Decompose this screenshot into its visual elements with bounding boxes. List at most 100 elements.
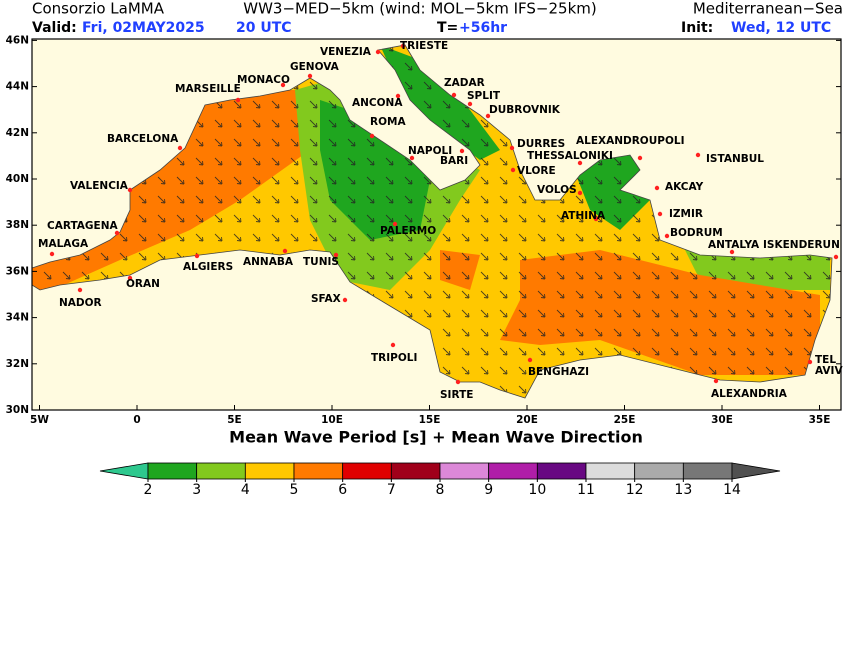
lon-tick-label: 0	[133, 414, 140, 426]
colorbar-label: 9	[484, 482, 493, 498]
city-dot	[577, 190, 583, 196]
city-dot	[390, 342, 396, 348]
valid-label: Valid:	[32, 20, 77, 36]
colorbar-box	[682, 462, 733, 480]
city-label: ALGIERS	[183, 261, 233, 273]
city-dot	[729, 249, 735, 255]
lon-tick-label: 20E	[516, 414, 538, 426]
city-label: ROMA	[370, 116, 406, 128]
city-dot	[664, 233, 670, 239]
colorbar-box	[147, 462, 198, 480]
city-dot	[637, 155, 643, 161]
city-dot	[333, 252, 339, 258]
city-label: SIRTE	[440, 389, 473, 401]
map-frame	[31, 38, 842, 411]
city-dot	[657, 211, 663, 217]
city-dot	[127, 187, 133, 193]
city-label: BODRUM	[670, 227, 723, 239]
city-label: NAPOLI	[408, 145, 452, 157]
city-label: TUNIS	[303, 256, 339, 268]
city-label: ANTALYA	[708, 239, 760, 251]
city-dot	[280, 82, 286, 88]
lon-tick-label: 30E	[711, 414, 733, 426]
city-label: BARCELONA	[107, 133, 179, 145]
city-dot	[459, 148, 465, 154]
init-value: Wed, 12 UTC	[731, 20, 831, 36]
lat-tick-label: 32N	[6, 358, 29, 370]
colorbar-label: 14	[723, 482, 741, 498]
city-dot	[77, 287, 83, 293]
city-label: THESSALONIKI	[527, 150, 613, 162]
city-dot	[49, 251, 55, 257]
colorbar-box	[342, 462, 392, 480]
city-dot	[400, 43, 406, 49]
map-title: Mean Wave Period [s] + Mean Wave Directi…	[229, 428, 643, 447]
init-label: Init:	[681, 20, 713, 36]
city-label: MALAGA	[38, 238, 89, 250]
region-name: Mediterranean−Sea	[693, 0, 843, 18]
city-label: ALEXANDRIA	[711, 388, 788, 400]
city-dot	[177, 145, 183, 151]
city-label: ALEXANDROUPOLI	[576, 135, 684, 147]
city-label: TEL AVIV	[815, 354, 843, 377]
city-label: PALERMO	[380, 225, 436, 237]
city-dot	[369, 133, 375, 139]
city-dot	[455, 379, 461, 385]
colorbar-box	[244, 462, 295, 480]
city-dot	[654, 185, 660, 191]
city-label: GENOVA	[290, 61, 340, 73]
lat-tick-label: 40N	[6, 173, 29, 185]
lat-tick-label: 42N	[6, 127, 29, 139]
city-dot	[342, 297, 348, 303]
city-dot	[577, 160, 583, 166]
lon-tick-label: 15E	[419, 414, 441, 426]
lat-tick-label: 36N	[6, 265, 29, 277]
city-dot	[467, 101, 473, 107]
lat-tick-label: 38N	[6, 219, 29, 231]
city-dot	[409, 155, 415, 161]
city-label: VLORE	[517, 165, 556, 177]
city-dot	[127, 275, 133, 281]
city-label: IZMIR	[669, 208, 703, 220]
city-label: ISKENDERUN	[763, 239, 840, 251]
city-dot	[395, 93, 401, 99]
city-dot	[282, 248, 288, 254]
colorbar-label: 3	[192, 482, 201, 498]
city-dot	[510, 167, 516, 173]
lon-tick-label: 5W	[30, 414, 49, 426]
colorbar-label: 12	[626, 482, 644, 498]
city-dot	[485, 113, 491, 119]
city-dot	[375, 49, 381, 55]
lon-tick-label: 25E	[614, 414, 636, 426]
org-name: Consorzio LaMMA	[32, 0, 165, 18]
city-label: BENGHAZI	[528, 366, 589, 378]
lon-tick-label: 35E	[809, 414, 831, 426]
lat-tick-label: 46N	[6, 34, 29, 46]
city-dot	[695, 152, 701, 158]
colorbar-box	[390, 462, 441, 480]
lon-tick-label: 10E	[321, 414, 343, 426]
city-dot	[307, 73, 313, 79]
city-label: ANCONA	[352, 97, 403, 109]
coastline	[31, 44, 833, 399]
city-label: ISTANBUL	[706, 153, 764, 165]
colorbar-box	[196, 462, 246, 480]
colorbar-label: 8	[436, 482, 445, 498]
colorbar-box	[293, 462, 344, 480]
t-value: +56hr	[459, 20, 507, 36]
colorbar-label: 11	[577, 482, 595, 498]
lat-tick-label: 44N	[6, 81, 29, 93]
colorbar-high	[731, 462, 781, 480]
valid-date: Fri, 02MAY2025	[82, 20, 205, 36]
city-label: SPLIT	[467, 90, 501, 102]
city-dot	[114, 230, 120, 236]
city-label: BARI	[440, 155, 468, 167]
city-dot	[392, 221, 398, 227]
city-label: NADOR	[59, 297, 102, 309]
city-label: TRIPOLI	[371, 352, 417, 364]
colorbar-label: 4	[241, 482, 250, 498]
city-label: MONACO	[237, 74, 290, 86]
city-dot	[509, 145, 515, 151]
valid-hour: 20 UTC	[236, 20, 292, 36]
